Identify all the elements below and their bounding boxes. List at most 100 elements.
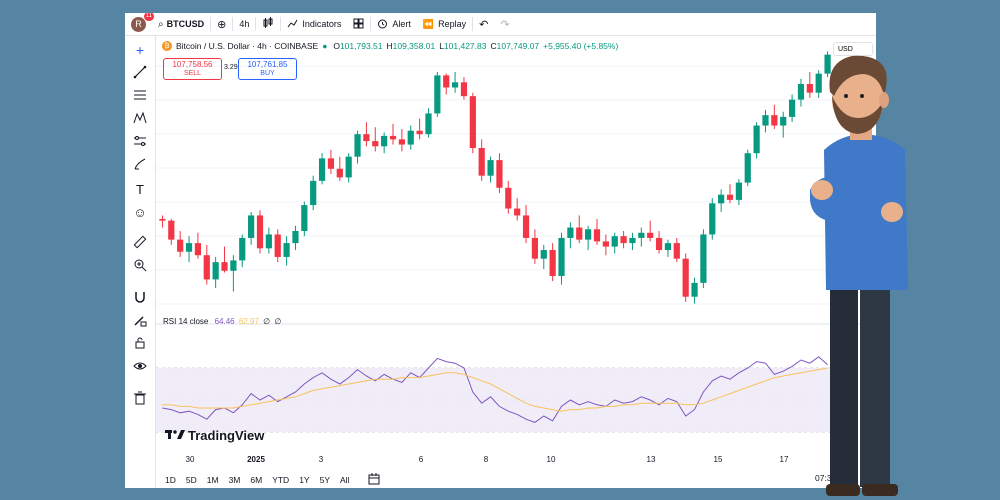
candle [221,262,228,271]
time-axis-label: 30 [185,455,195,464]
candle [505,187,512,209]
man-ear [879,92,889,108]
time-axis-label: 6 [418,455,424,464]
candle [407,130,414,145]
rsi-name[interactable]: RSI [163,317,177,326]
zoom-tool[interactable] [131,258,149,276]
range-button-ytd[interactable]: YTD [272,474,290,485]
time-axis-label: 2025 [247,455,265,464]
trendline-tool[interactable] [131,65,149,83]
chart-canvas[interactable] [156,36,876,452]
candle [443,75,450,88]
candle [647,232,654,238]
user-avatar[interactable]: R 11 [131,13,154,32]
layouts-button[interactable] [347,13,370,35]
candle [726,194,734,200]
sell-button[interactable]: 107,758.56 SELL [163,58,222,80]
candle [478,148,485,176]
candle [558,237,565,276]
candle [301,205,308,232]
undo-icon: ↶ [479,18,489,31]
magnet-tool[interactable] [131,290,149,308]
symbol-search-button[interactable]: ⌕ BTCUSD [152,13,210,35]
candle [540,250,547,259]
candle [744,153,751,183]
chart-type-button[interactable] [256,13,280,35]
measure-tool[interactable] [131,235,149,253]
range-button-1d[interactable]: 1D [165,474,176,485]
candle [682,258,689,297]
trash-icon [133,391,147,410]
high-number: 109,358.01 [392,41,436,51]
range-button-1m[interactable]: 1M [206,474,219,485]
stay-drawing-tool[interactable] [131,313,149,331]
redo-icon: ↷ [500,18,510,31]
grid-icon [353,18,364,31]
candle [398,139,405,145]
prediction-tool[interactable] [131,134,149,152]
crosshair-tool[interactable]: + [131,41,149,59]
interval-button[interactable]: 4h [233,13,255,35]
candle [425,113,432,135]
candle [815,73,822,93]
time-axis-label: 10 [546,455,556,464]
calendar-icon[interactable] [368,472,380,487]
alert-button[interactable]: Alert [371,13,417,35]
ruler-icon [133,235,147,254]
candle [212,262,219,280]
range-button-all[interactable]: All [340,474,350,485]
rsi-ma-value: 62.97 [238,317,259,326]
redo-button[interactable]: ↷ [494,13,515,35]
man-eye [860,94,864,98]
indicators-label: Indicators [302,19,342,29]
series-legend: ₿ Bitcoin / U.S. Dollar · 4h · COINBASE … [162,41,618,51]
currency-select[interactable]: USD [833,42,873,56]
range-button-1y[interactable]: 1Y [299,474,310,485]
candle [496,160,503,188]
hide-drawings-tool[interactable] [131,359,149,377]
undo-button[interactable]: ↶ [473,13,494,35]
pattern-tool[interactable] [131,111,149,129]
text-tool[interactable]: T [131,180,149,198]
candle [567,227,574,238]
range-button-6m[interactable]: 6M [250,474,263,485]
divider [280,17,282,31]
candle [700,234,707,283]
symbol-title[interactable]: Bitcoin / U.S. Dollar · 4h · COINBASE [176,41,319,51]
range-button-5d[interactable]: 5D [185,474,197,485]
lock-icon [133,336,147,355]
man-illustration [810,55,908,496]
rsi-empty-value-2: ∅ [274,317,282,326]
replay-button[interactable]: ⏪ Replay [417,13,472,35]
compare-button[interactable]: ⊕ [211,13,232,35]
candle [203,255,210,280]
tradingview-window: R 11 ⌕ BTCUSD ⊕ 4h Indicators [125,13,876,488]
candle [514,208,521,216]
symbol-label: BTCUSD [166,19,205,29]
time-axis-label: 15 [713,455,723,464]
fib-tool[interactable] [131,88,149,106]
lock-drawings-tool[interactable] [131,336,149,354]
range-button-5y[interactable]: 5Y [319,474,330,485]
emoji-tool[interactable]: ☺ [131,203,149,221]
candles-icon [262,17,274,31]
candle [372,141,379,147]
remove-drawings-tool[interactable] [131,391,149,409]
buy-price: 107,761.85 [247,60,288,69]
pattern-icon [133,111,147,130]
utc-clock[interactable]: 07:37:0 [815,473,844,483]
indicators-button[interactable]: Indicators [281,13,347,35]
divider [370,17,372,31]
time-axis[interactable]: 30 2025 3 6 8 10 13 15 17 [156,453,876,467]
range-button-3m[interactable]: 3M [228,474,241,485]
alert-label: Alert [392,19,411,29]
candle [762,115,769,126]
smiley-icon: ☺ [133,204,147,220]
brush-tool[interactable] [131,157,149,175]
candle [576,227,583,240]
rsi-empty-value-1: ∅ [263,317,271,326]
buy-button[interactable]: 107,761.85 BUY [238,58,297,80]
time-axis-label: 13 [646,455,656,464]
candle [469,96,476,149]
candle [185,243,193,252]
